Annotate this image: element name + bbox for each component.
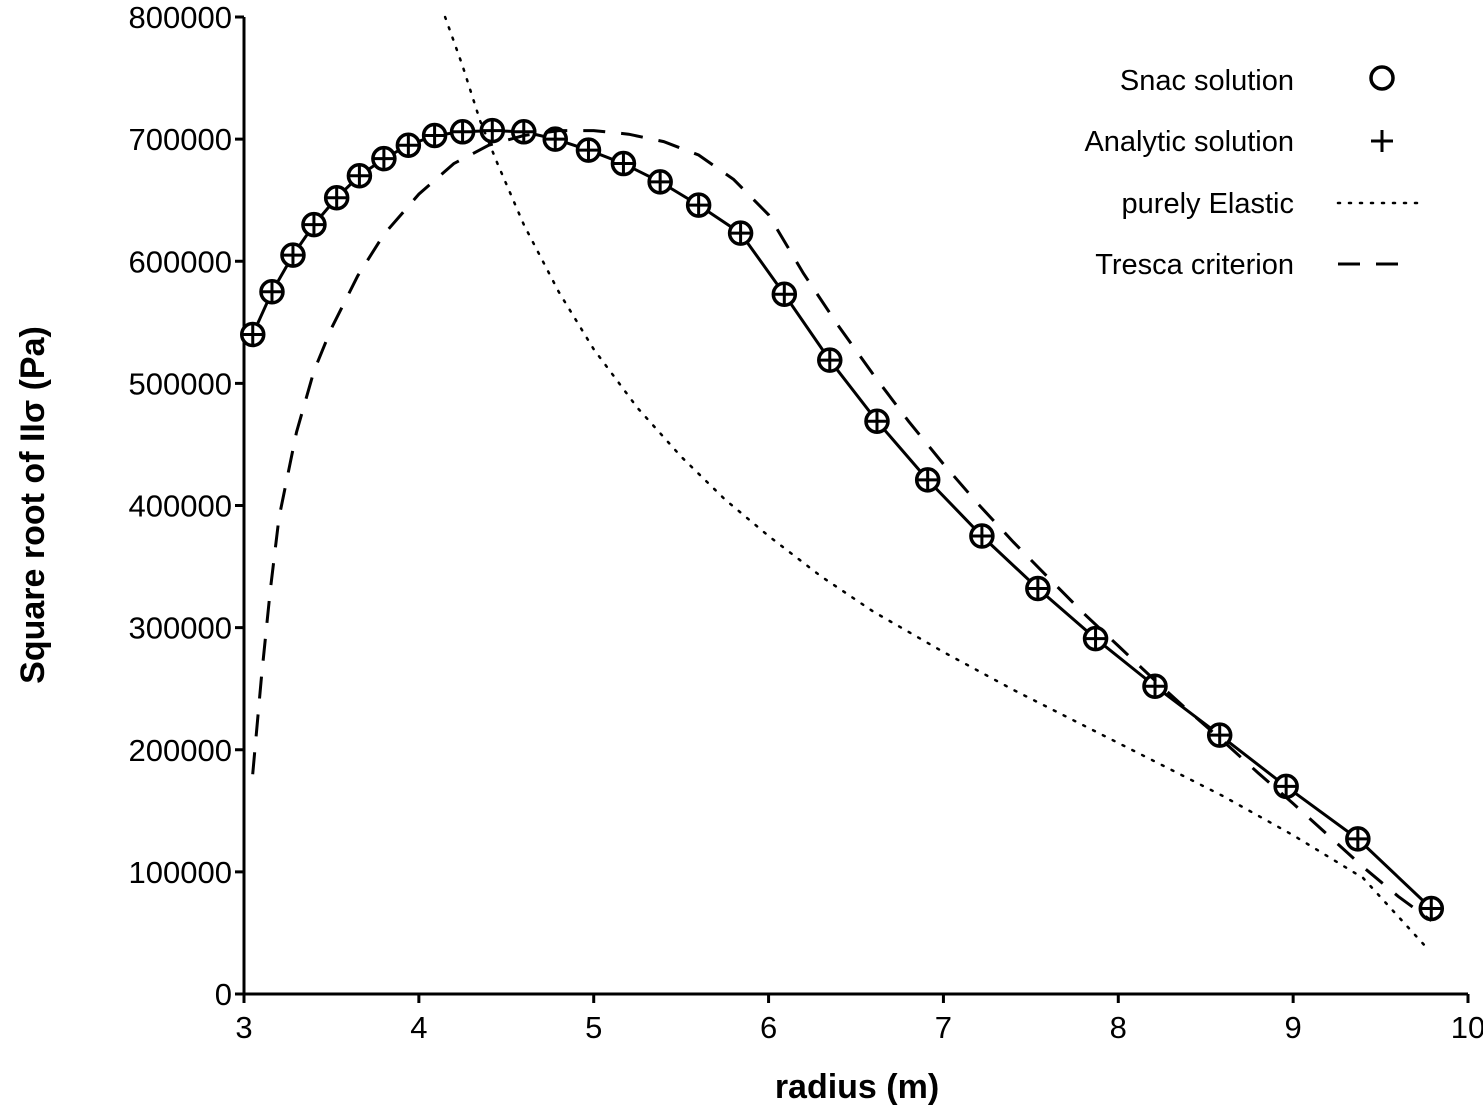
analytic-point [260,280,283,303]
legend-label: Tresca criterion [1095,249,1294,281]
x-tick-label: 6 [760,1010,777,1045]
series-layer [239,15,1445,947]
x-tick-label: 7 [935,1010,952,1045]
analytic-point [325,186,348,209]
analytic-point [1346,827,1369,850]
y-axis-title: Square root of IIσ (Pa) [14,326,52,684]
analytic-point [348,164,371,187]
x-tick-label: 8 [1110,1010,1127,1045]
analytic-point [397,134,420,157]
x-tick-label: 5 [585,1010,602,1045]
x-tick-label: 3 [235,1010,252,1045]
legend: Snac solution Analytic solution purely Ela… [1084,65,1427,281]
x-axis-title: radius (m) [775,1068,939,1106]
legend-plus-marker [1371,130,1393,152]
analytic-point [970,525,993,548]
legend-circle-marker [1369,65,1395,91]
legend-label: Analytic solution [1084,126,1294,158]
analytic-point [451,120,474,143]
analytic-point [241,323,264,346]
analytic-point [512,120,535,143]
legend-label: Snac solution [1120,65,1294,97]
analytic-point [865,410,888,433]
x-tick-label: 10 [1451,1010,1483,1045]
elastic-curve [443,15,1426,947]
analytic-point [423,124,446,147]
tresca-curve [251,129,1433,922]
y-tick-label: 700000 [129,122,232,157]
snac-line [251,129,1433,910]
analytic-point [818,349,841,372]
analytic-point [281,244,304,267]
analytic-point [1026,577,1049,600]
analytic-point [1208,724,1231,747]
analytic-point [372,147,395,170]
y-tick-label: 200000 [129,733,232,768]
analytic-point [729,222,752,245]
analytic-point [302,213,325,236]
y-tick-label: 300000 [129,611,232,646]
analytic-point [612,152,635,175]
x-tick-label: 4 [410,1010,427,1045]
analytic-point [687,194,710,217]
analytic-point [1420,897,1443,920]
y-tick-label: 800000 [129,0,232,35]
analytic-point [1275,775,1298,798]
analytic-point [577,139,600,162]
analytic-point [773,283,796,306]
legend-label: purely Elastic [1122,188,1294,220]
axes [242,17,1468,996]
y-tick-label: 100000 [129,855,232,890]
y-tick-label: 500000 [129,366,232,401]
y-tick-label: 600000 [129,244,232,279]
y-tick-label: 400000 [129,489,232,524]
analytic-point [649,170,672,193]
analytic-point [1084,627,1107,650]
y-tick-label: 0 [215,977,232,1012]
x-tick-label: 9 [1285,1010,1302,1045]
ticks: 3 4 5 6 7 8 9 10 0 100000 200000 300000 400000 500000… [129,0,1483,1045]
analytic-point [916,468,939,491]
